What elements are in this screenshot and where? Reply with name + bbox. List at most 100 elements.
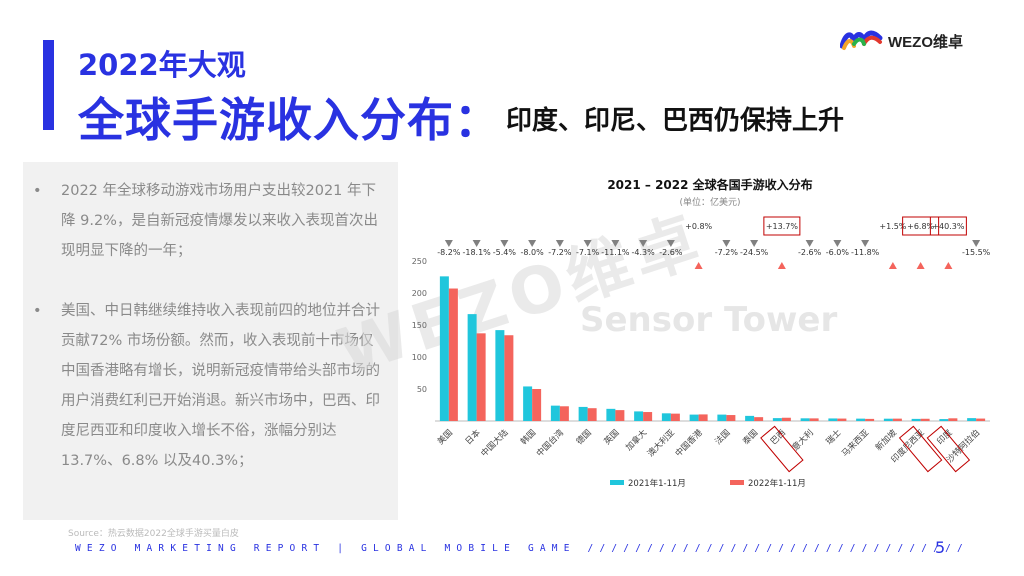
up-marker [888,262,897,269]
bar-2021 [745,415,755,421]
change-label: -11.8% [851,248,880,257]
bar-2021 [717,414,727,421]
change-label: +0.8% [685,222,712,231]
down-marker [444,240,453,247]
bar-2022 [920,418,930,421]
up-marker [916,262,925,269]
change-label: -8.2% [437,248,461,257]
chart-subtitle: (单位：亿美元) [679,196,740,208]
legend-swatch [610,480,624,485]
title-accent-bar [43,40,54,130]
bar-2021 [467,314,477,421]
page-title: 全球手游收入分布： [78,93,501,147]
highlight-box-change [902,216,940,236]
revenue-bar-chart: 2021 – 2022 全球各国手游收入分布 (单位：亿美元) 50 100 150… [412,177,991,489]
category-label: 中国台湾 [534,427,566,459]
bar-2022 [948,418,958,421]
bar-2022 [559,406,569,421]
category-label: 新加坡 [873,427,899,453]
bar-2022 [643,412,653,421]
y-tick-label: 100 [412,353,427,362]
bar-2021 [606,408,616,421]
chart-title: 2021 – 2022 全球各国手游收入分布 [607,177,812,192]
bullet-dot: • [33,183,42,199]
change-label: -11.1% [601,248,630,257]
bar-2021 [856,418,866,421]
page-number: 5 [935,538,946,557]
bar-2022 [698,414,708,421]
y-tick-label: 250 [412,257,427,266]
down-marker [666,240,675,247]
category-label: 德国 [574,427,594,447]
bar-2021 [523,386,533,421]
category-label: 韩国 [518,427,538,447]
category-label: 意大利 [790,427,816,453]
page-subtitle: 印度、印尼、巴西仍保持上升 [506,106,845,136]
category-label: 日本 [463,427,483,447]
category-label: 中国大陆 [479,427,511,459]
bar-2022 [976,418,986,421]
down-marker [750,240,759,247]
bar-2022 [892,418,902,421]
category-label: 中国香港 [673,427,705,459]
legend-label: 2022年1-11月 [748,478,806,489]
category-label: 马来西亚 [840,428,871,459]
bar-2022 [726,415,736,421]
bar-2021 [661,413,671,421]
y-tick-label: 150 [412,321,427,330]
highlight-box-change [929,216,967,236]
change-label: -8.0% [521,248,545,257]
down-marker [639,240,648,247]
change-label: -5.4% [493,248,517,257]
bar-2022 [865,418,875,421]
bar-2021 [439,276,449,421]
logo-text: WEZO维卓 [888,34,963,51]
down-marker [500,240,509,247]
bar-2022 [587,408,597,421]
y-tick-label: 50 [417,385,427,394]
change-label: -7.2% [548,248,572,257]
bullet-text: 美国、中日韩继续维持收入表现前四的地位并合计贡献72% 市场份额。然而，收入表现… [61,303,380,469]
bar-2022 [670,413,680,421]
legend-label: 2021年1-11月 [628,478,686,489]
legend-swatch [730,480,744,485]
change-label: -24.5% [740,248,769,257]
bullet-point: • 2022 年全球移动游戏市场用户支出较2021 年下降 9.2%，是自新冠疫… [33,176,383,271]
bar-2021 [828,418,838,421]
bar-2021 [578,406,588,421]
change-label: -4.3% [632,248,656,257]
bar-2022 [781,417,791,421]
down-marker [861,240,870,247]
category-label: 美国 [435,427,455,447]
down-marker [611,240,620,247]
down-marker [972,240,981,247]
page-title-year: 2022年大观 [78,48,246,82]
bar-2021 [772,418,782,421]
bar-2022 [476,333,486,421]
bar-2021 [800,418,810,421]
change-label: +6.8% [907,222,934,231]
bullet-point: • 美国、中日韩继续维持收入表现前四的地位并合计贡献72% 市场份额。然而，收入… [33,296,383,511]
category-label: 澳大利亚 [645,427,677,459]
y-tick-label: 200 [412,289,427,298]
category-label: 加拿大 [623,427,649,453]
highlight-box-category [926,425,971,473]
up-marker [944,262,953,269]
bar-2022 [532,389,542,421]
down-marker [555,240,564,247]
change-label: -2.6% [798,248,822,257]
category-label: 泰国 [740,427,760,447]
category-label: 法国 [713,427,733,447]
bar-2022 [504,335,514,421]
down-marker [805,240,814,247]
bar-2022 [809,418,819,421]
bullet-text: 2022 年全球移动游戏市场用户支出较2021 年下降 9.2%，是自新冠疫情爆… [61,183,378,259]
change-label: -6.0% [826,248,850,257]
change-label: -15.5% [962,248,991,257]
down-marker [833,240,842,247]
change-label: -2.6% [659,248,683,257]
bar-2021 [883,418,893,421]
bar-2022 [837,418,847,421]
category-label: 瑞士 [824,427,844,447]
bar-2021 [939,419,949,421]
